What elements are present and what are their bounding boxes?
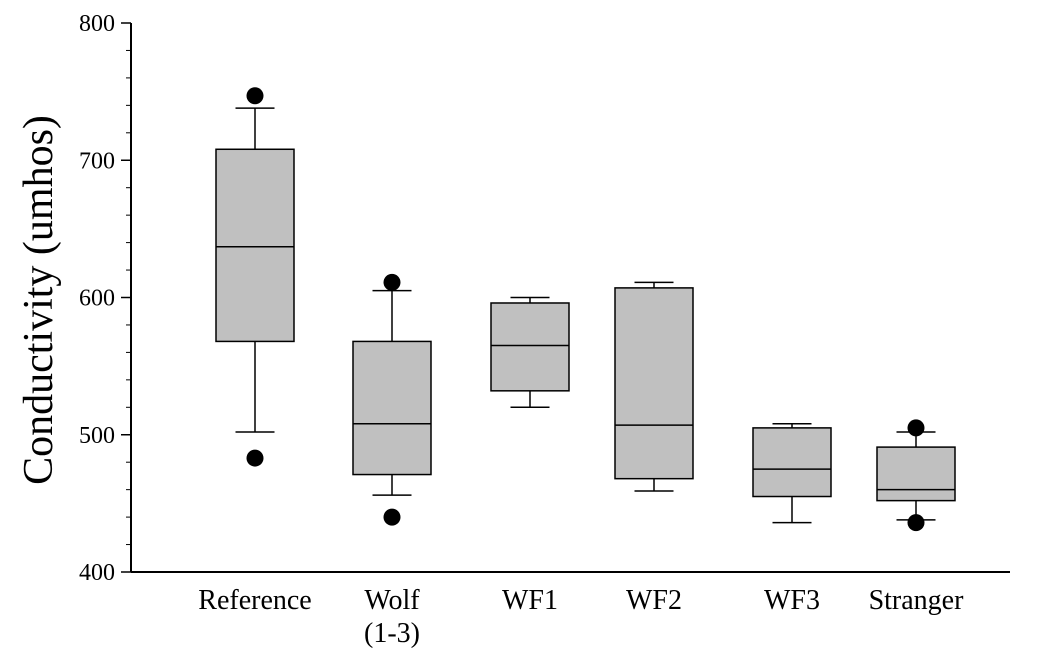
outlier-point: [907, 419, 925, 437]
boxes: Reference Wolf (1-3) WF1 WF2 WF3 Stranger: [198, 87, 964, 649]
iqr-box: [614, 287, 694, 480]
outlier-point: [383, 273, 401, 291]
y-tick-label: 400: [79, 560, 115, 586]
outlier-point: [246, 87, 264, 105]
outlier-point: [383, 508, 401, 526]
y-tick-label: 800: [79, 11, 115, 37]
outlier-point: [907, 514, 925, 532]
iqr-box: [352, 340, 432, 476]
iqr-box: [215, 148, 295, 343]
category-label: WF2: [626, 585, 682, 616]
category-label: Stranger: [869, 585, 965, 616]
axes: 400 500 600 700 800: [79, 11, 1010, 586]
outlier-point: [246, 449, 264, 467]
iqr-box: [752, 427, 832, 498]
box-group: [352, 273, 432, 526]
box-group: [752, 423, 832, 524]
y-tick-label: 500: [79, 423, 115, 449]
iqr-box: [490, 302, 570, 392]
box-group: [614, 281, 694, 492]
category-label: WF3: [764, 585, 820, 616]
iqr-box: [876, 446, 956, 502]
box-group: [876, 419, 956, 532]
y-axis-title: Conductivity (umhos): [16, 115, 62, 485]
category-label: WF1: [502, 585, 558, 616]
box-group: [215, 87, 295, 467]
y-tick-label: 700: [79, 148, 115, 174]
category-label: Wolf (1-3): [364, 585, 420, 649]
box-group: [490, 296, 570, 409]
category-label: Reference: [198, 585, 311, 616]
y-tick-label: 600: [79, 286, 115, 312]
